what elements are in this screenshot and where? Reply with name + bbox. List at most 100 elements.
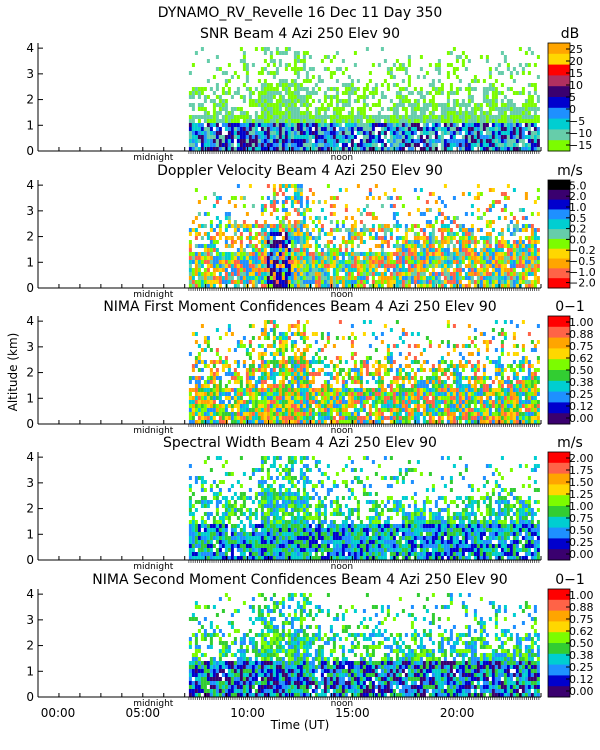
heatmap-cell — [488, 71, 492, 75]
heatmap-cell — [470, 272, 474, 276]
heatmap-cell — [194, 360, 198, 364]
heatmap-cell — [212, 420, 216, 424]
heatmap-cell — [323, 400, 327, 404]
heatmap-cell — [284, 216, 288, 220]
heatmap-cell — [284, 332, 288, 336]
heatmap-cell — [302, 408, 306, 412]
heatmap-cell — [467, 91, 471, 95]
heatmap-cell — [503, 147, 507, 151]
heatmap-cell — [371, 252, 375, 256]
heatmap-cell — [209, 380, 213, 384]
heatmap-cell — [305, 264, 309, 268]
heatmap-cell — [497, 107, 501, 111]
heatmap-cell — [380, 123, 384, 127]
heatmap-cell — [329, 196, 333, 200]
heatmap-cell — [308, 396, 312, 400]
heatmap-cell — [446, 256, 450, 260]
heatmap-cell — [527, 119, 531, 123]
heatmap-cell — [317, 228, 321, 232]
heatmap-cell — [350, 216, 354, 220]
heatmap-cell — [368, 264, 372, 268]
heatmap-cell — [212, 408, 216, 412]
heatmap-cell — [350, 252, 354, 256]
heatmap-cell — [467, 276, 471, 280]
heatmap-cell — [350, 388, 354, 392]
heatmap-cell — [239, 256, 243, 260]
heatmap-cell — [338, 127, 342, 131]
heatmap-cell — [536, 119, 540, 123]
heatmap-cell — [350, 79, 354, 83]
heatmap-cell — [326, 256, 330, 260]
heatmap-cell — [506, 196, 510, 200]
heatmap-cell — [524, 119, 528, 123]
heatmap-cell — [191, 115, 195, 119]
heatmap-cell — [266, 252, 270, 256]
heatmap-cell — [437, 212, 441, 216]
heatmap-cell — [191, 332, 195, 336]
heatmap-cell — [509, 212, 513, 216]
heatmap-cell — [395, 284, 399, 288]
heatmap-cell — [458, 260, 462, 264]
heatmap-cell — [380, 252, 384, 256]
heatmap-cell — [194, 91, 198, 95]
heatmap-cell — [452, 99, 456, 103]
heatmap-cell — [197, 232, 201, 236]
heatmap-cell — [305, 348, 309, 352]
heatmap-cell — [422, 123, 426, 127]
heatmap-cell — [449, 220, 453, 224]
heatmap-cell — [209, 368, 213, 372]
heatmap-cell — [392, 276, 396, 280]
heatmap-cell — [218, 380, 222, 384]
heatmap-cell — [458, 272, 462, 276]
heatmap-cell — [515, 220, 519, 224]
heatmap-cell — [356, 272, 360, 276]
heatmap-cell — [434, 240, 438, 244]
heatmap-cell — [416, 143, 420, 147]
heatmap-cell — [452, 280, 456, 284]
heatmap-cell — [215, 376, 219, 380]
heatmap-cell — [200, 244, 204, 248]
heatmap-cell — [212, 360, 216, 364]
heatmap-cell — [287, 272, 291, 276]
heatmap-cell — [233, 196, 237, 200]
heatmap-cell — [251, 392, 255, 396]
heatmap-cell — [389, 115, 393, 119]
colorbar-swatch — [548, 97, 570, 109]
heatmap-cell — [416, 280, 420, 284]
heatmap-cell — [311, 280, 315, 284]
heatmap-cell — [278, 184, 282, 188]
heatmap-cell — [329, 103, 333, 107]
heatmap-cell — [365, 388, 369, 392]
heatmap-cell — [272, 396, 276, 400]
heatmap-cell — [317, 268, 321, 272]
heatmap-cell — [221, 107, 225, 111]
heatmap-cell — [533, 83, 537, 87]
heatmap-cell — [209, 372, 213, 376]
heatmap-cell — [248, 252, 252, 256]
heatmap-cell — [239, 244, 243, 248]
heatmap-cell — [227, 280, 231, 284]
heatmap-cell — [257, 420, 261, 424]
heatmap-cell — [200, 412, 204, 416]
heatmap-cell — [302, 208, 306, 212]
heatmap-cell — [275, 224, 279, 228]
heatmap-cell — [266, 224, 270, 228]
heatmap-cell — [224, 268, 228, 272]
heatmap-cell — [368, 143, 372, 147]
heatmap-cell — [245, 416, 249, 420]
heatmap-cell — [353, 143, 357, 147]
heatmap-cell — [395, 83, 399, 87]
heatmap-cell — [515, 264, 519, 268]
heatmap-cell — [224, 360, 228, 364]
heatmap-cell — [362, 135, 366, 139]
heatmap-cell — [407, 79, 411, 83]
heatmap-cell — [389, 264, 393, 268]
heatmap-cell — [431, 99, 435, 103]
heatmap-cell — [536, 264, 540, 268]
heatmap-cell — [245, 380, 249, 384]
heatmap-cell — [428, 256, 432, 260]
heatmap-cell — [203, 364, 207, 368]
heatmap-cell — [449, 131, 453, 135]
heatmap-cell — [284, 268, 288, 272]
heatmap-cell — [272, 272, 276, 276]
